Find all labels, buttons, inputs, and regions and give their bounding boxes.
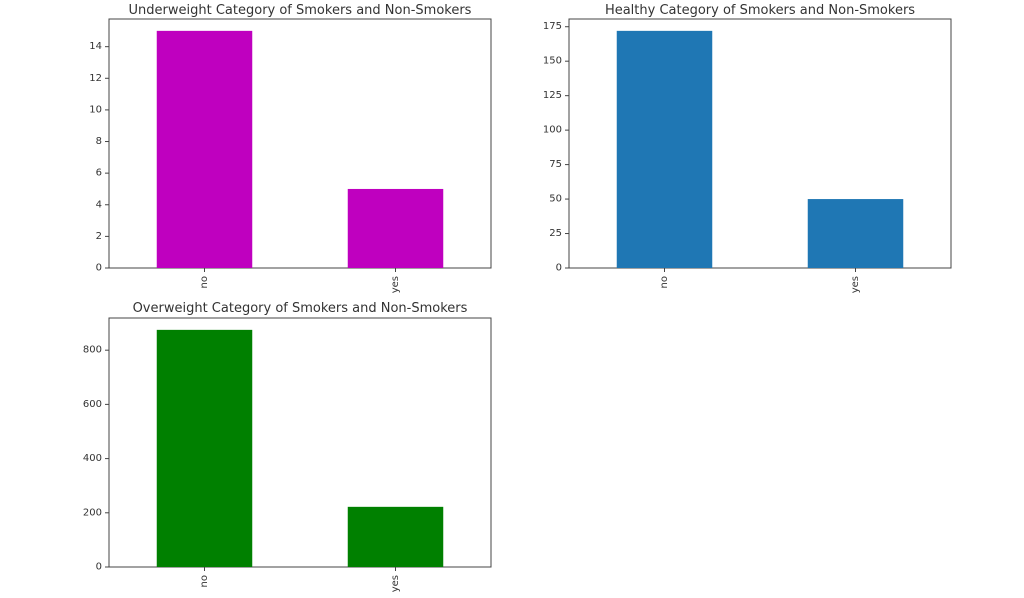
y-tick-label: 10 [89, 104, 102, 115]
plot-frame [108, 317, 492, 568]
plot-frame [108, 18, 492, 269]
underweight-chart: Underweight Category of Smokers and Non-… [89, 3, 492, 293]
bar-no [616, 30, 713, 268]
chart-title: Healthy Category of Smokers and Non-Smok… [605, 3, 915, 18]
chart-title: Overweight Category of Smokers and Non-S… [133, 301, 468, 316]
healthy-chart: Healthy Category of Smokers and Non-Smok… [543, 3, 952, 293]
x-tick-label: no [199, 276, 210, 288]
plot-frame [568, 18, 952, 269]
y-tick-label: 12 [89, 73, 102, 84]
y-tick-label: 125 [543, 90, 562, 101]
y-tick-label: 50 [549, 194, 562, 205]
x-tick-label: yes [850, 276, 861, 293]
y-tick-label: 14 [89, 41, 102, 52]
bar-yes [807, 199, 904, 268]
y-tick-label: 0 [96, 263, 102, 274]
bar-no [156, 30, 253, 268]
bar-no [156, 329, 253, 567]
y-tick-label: 200 [83, 507, 102, 518]
y-tick-label: 25 [549, 228, 562, 239]
overweight-chart: Overweight Category of Smokers and Non-S… [83, 301, 492, 592]
y-tick-label: 150 [543, 56, 562, 67]
x-tick-label: no [659, 276, 670, 288]
y-tick-label: 6 [96, 168, 102, 179]
chart-title: Underweight Category of Smokers and Non-… [129, 3, 472, 18]
x-tick-label: yes [390, 276, 401, 293]
y-tick-label: 175 [543, 21, 562, 32]
x-tick-label: no [199, 575, 210, 587]
y-tick-label: 400 [83, 453, 102, 464]
x-tick-label: yes [390, 575, 401, 592]
y-tick-label: 75 [549, 159, 562, 170]
y-tick-label: 100 [543, 125, 562, 136]
y-tick-label: 2 [96, 231, 102, 242]
y-tick-label: 800 [83, 345, 102, 356]
bar-yes [347, 506, 444, 567]
y-tick-label: 4 [96, 199, 102, 210]
y-tick-label: 8 [96, 136, 102, 147]
y-tick-label: 0 [96, 562, 102, 573]
y-tick-label: 0 [556, 263, 562, 274]
bar-yes [347, 188, 444, 268]
y-tick-label: 600 [83, 399, 102, 410]
